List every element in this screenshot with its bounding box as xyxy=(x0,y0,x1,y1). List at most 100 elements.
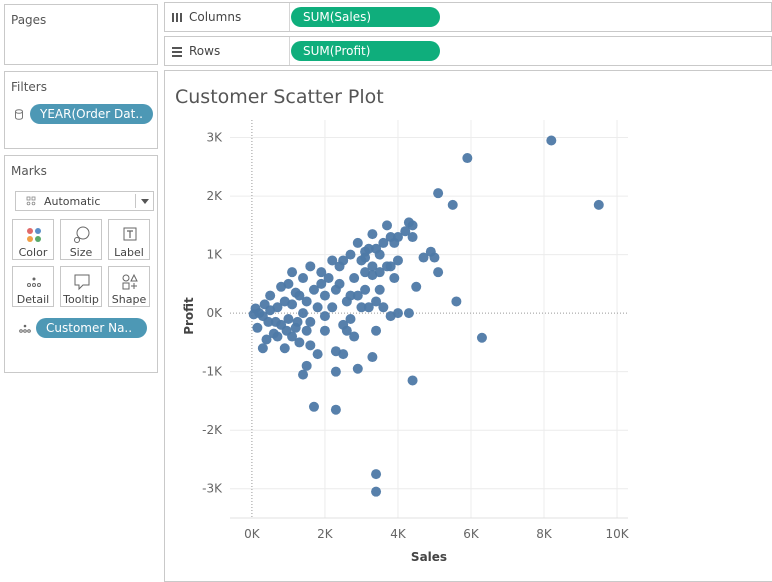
scatter-point[interactable] xyxy=(367,352,378,363)
scatter-point[interactable] xyxy=(352,237,363,248)
scatter-point[interactable] xyxy=(298,308,309,319)
scatter-point[interactable] xyxy=(270,316,281,327)
scatter-point[interactable] xyxy=(418,252,429,263)
scatter-point[interactable] xyxy=(403,217,414,228)
scatter-point[interactable] xyxy=(345,249,356,260)
scatter-point[interactable] xyxy=(298,369,309,380)
scatter-point[interactable] xyxy=(367,261,378,272)
scatter-point[interactable] xyxy=(403,308,414,319)
scatter-point[interactable] xyxy=(389,237,400,248)
scatter-point[interactable] xyxy=(308,284,319,295)
scatter-point[interactable] xyxy=(382,220,393,231)
scatter-point[interactable] xyxy=(283,314,294,324)
scatter-point[interactable] xyxy=(349,273,360,284)
scatter-point[interactable] xyxy=(407,375,418,386)
scatter-point[interactable] xyxy=(371,325,382,336)
mark-type-dropdown[interactable]: Automatic xyxy=(15,191,154,211)
scatter-point[interactable] xyxy=(385,261,396,272)
scatter-point[interactable] xyxy=(352,290,363,301)
scatter-point[interactable] xyxy=(352,363,363,374)
scatter-point[interactable] xyxy=(327,255,338,266)
scatter-point[interactable] xyxy=(433,267,444,278)
scatter-point[interactable] xyxy=(316,267,327,278)
scatter-point[interactable] xyxy=(593,199,604,210)
sum-profit-pill[interactable]: SUM(Profit) xyxy=(291,41,440,61)
scatter-point[interactable] xyxy=(392,255,403,266)
scatter-point[interactable] xyxy=(334,278,345,289)
scatter-point[interactable] xyxy=(360,267,371,278)
scatter-point[interactable] xyxy=(301,325,312,336)
scatter-point[interactable] xyxy=(290,287,301,298)
scatter-point[interactable] xyxy=(287,267,298,278)
scatter-point[interactable] xyxy=(360,252,371,263)
scatter-point[interactable] xyxy=(252,322,263,333)
scatter-point[interactable] xyxy=(305,261,316,272)
scatter-point[interactable] xyxy=(316,278,327,289)
scatter-point[interactable] xyxy=(407,232,418,243)
scatter-point[interactable] xyxy=(374,249,385,260)
scatter-point[interactable] xyxy=(327,302,338,313)
columns-shelf[interactable]: Columns SUM(Sales) xyxy=(164,2,772,32)
scatter-point[interactable] xyxy=(279,296,290,307)
scatter-point[interactable] xyxy=(301,296,312,307)
scatter-point[interactable] xyxy=(341,325,352,336)
scatter-point[interactable] xyxy=(257,343,268,354)
rows-shelf[interactable]: Rows SUM(Profit) xyxy=(164,36,772,66)
scatter-point[interactable] xyxy=(263,316,274,327)
scatter-point[interactable] xyxy=(447,199,458,210)
scatter-point[interactable] xyxy=(272,331,283,342)
scatter-point[interactable] xyxy=(292,316,303,327)
scatter-point[interactable] xyxy=(371,486,382,497)
scatter-point[interactable] xyxy=(378,302,389,313)
scatter-point[interactable] xyxy=(305,316,316,327)
scatter-point[interactable] xyxy=(462,153,473,164)
scatter-point[interactable] xyxy=(265,290,276,301)
scatter-point[interactable] xyxy=(319,311,330,322)
scatter-point[interactable] xyxy=(319,325,330,336)
scatter-point[interactable] xyxy=(330,346,341,357)
scatter-point[interactable] xyxy=(345,290,356,301)
year-order-date-filter-pill[interactable]: YEAR(Order Dat.. xyxy=(30,104,153,124)
scatter-point[interactable] xyxy=(323,273,334,284)
scatter-point[interactable] xyxy=(378,237,389,248)
scatter-point[interactable] xyxy=(294,337,305,348)
scatter-point[interactable] xyxy=(301,360,312,371)
scatter-point[interactable] xyxy=(360,284,371,295)
scatter-point[interactable] xyxy=(259,299,270,310)
scatter-point[interactable] xyxy=(411,281,422,292)
scatter-point[interactable] xyxy=(363,302,374,313)
scatter-point[interactable] xyxy=(356,302,367,313)
scatter-point[interactable] xyxy=(433,188,444,199)
scatter-point[interactable] xyxy=(248,309,259,320)
scatter-point[interactable] xyxy=(371,469,382,480)
scatter-point[interactable] xyxy=(371,296,382,307)
scatter-point[interactable] xyxy=(367,229,378,240)
scatter-point[interactable] xyxy=(385,311,396,322)
scatter-point[interactable] xyxy=(276,281,287,292)
scatter-point[interactable] xyxy=(281,325,292,336)
detail-button[interactable]: Detail xyxy=(12,266,54,307)
scatter-point[interactable] xyxy=(319,290,330,301)
scatter-point[interactable] xyxy=(312,349,323,360)
scatter-point[interactable] xyxy=(330,366,341,377)
scatter-point[interactable] xyxy=(279,343,290,354)
scatter-point[interactable] xyxy=(429,252,440,263)
scatter-point[interactable] xyxy=(298,273,309,284)
scatter-point[interactable] xyxy=(374,284,385,295)
customer-name-detail-pill[interactable]: Customer Na.. xyxy=(36,318,147,338)
scatter-point[interactable] xyxy=(345,314,356,324)
shape-button[interactable]: Shape xyxy=(108,266,150,307)
scatter-point[interactable] xyxy=(308,401,319,412)
color-button[interactable]: Color xyxy=(12,219,54,260)
scatter-point[interactable] xyxy=(312,302,323,313)
scatter-point[interactable] xyxy=(400,226,411,237)
scatter-point[interactable] xyxy=(330,404,341,415)
scatter-point[interactable] xyxy=(305,340,316,351)
sum-sales-pill[interactable]: SUM(Sales) xyxy=(291,7,440,27)
scatter-point[interactable] xyxy=(334,261,345,272)
size-button[interactable]: Size xyxy=(60,219,102,260)
scatter-point[interactable] xyxy=(349,331,360,342)
scatter-point[interactable] xyxy=(476,332,487,343)
tooltip-button[interactable]: Tooltip xyxy=(60,266,102,307)
